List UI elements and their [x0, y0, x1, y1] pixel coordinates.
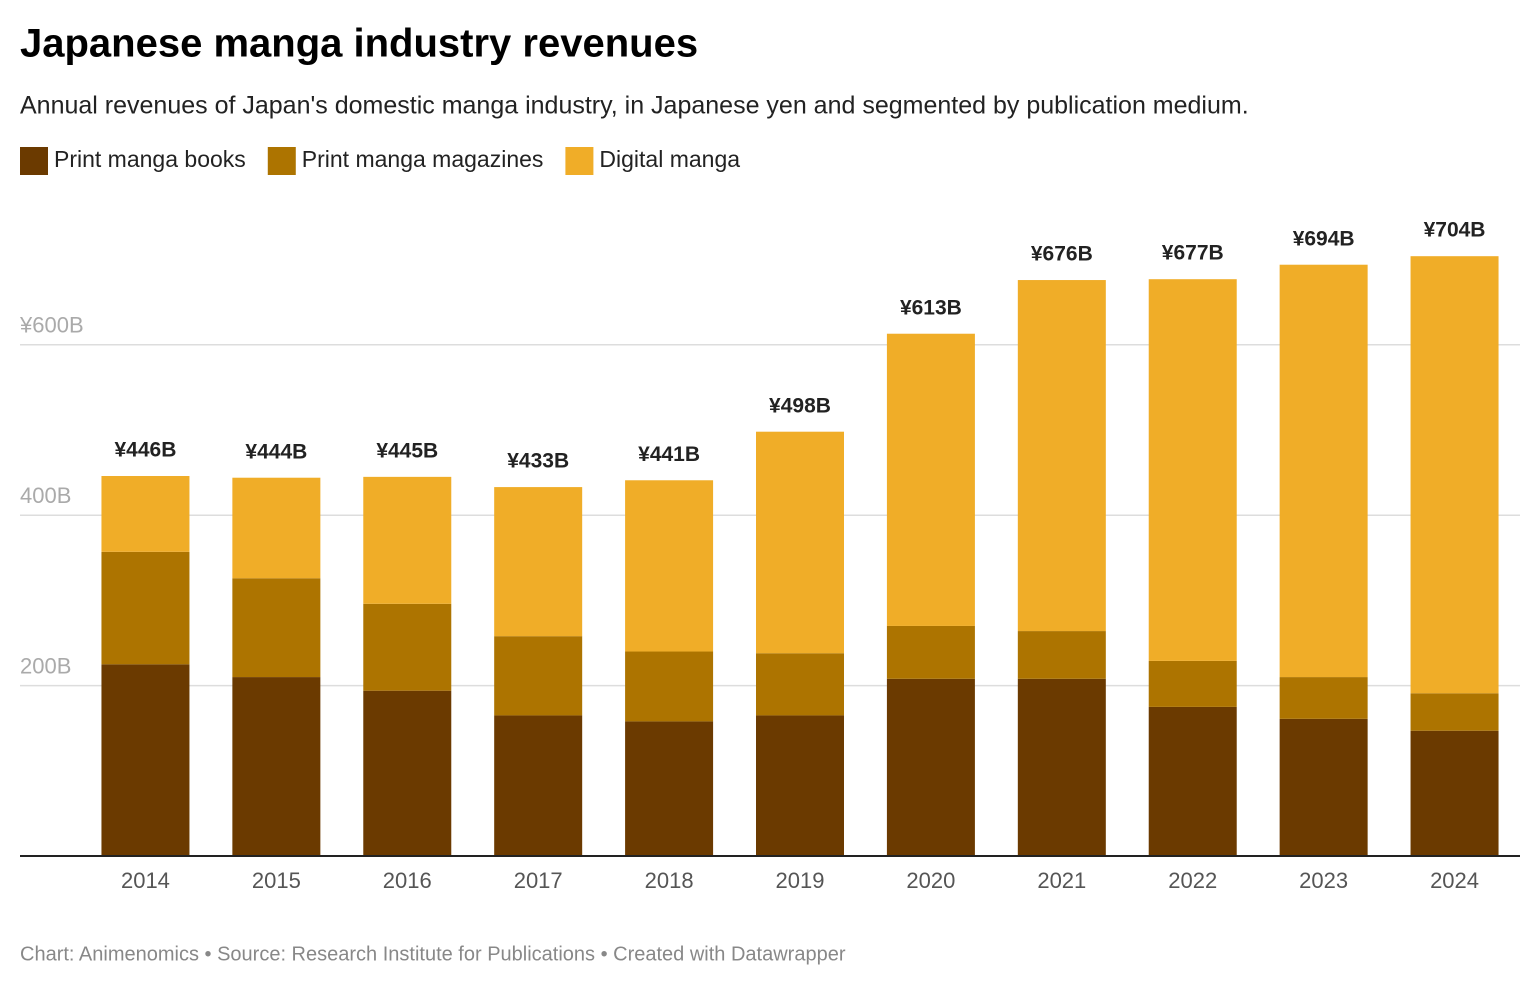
bar-segment [756, 715, 844, 856]
bar-segment [1017, 280, 1106, 632]
bar-segment [101, 476, 190, 552]
y-tick-label: 400B [20, 483, 71, 508]
bar-segment [1279, 264, 1368, 678]
legend-swatch [565, 147, 594, 175]
legend-swatch [267, 147, 296, 175]
bar-segment [232, 578, 321, 678]
legend-label: Print manga books [54, 146, 246, 172]
bar-segment [886, 678, 975, 856]
bar-segment [363, 603, 452, 691]
x-tick-label: 2014 [121, 868, 170, 893]
x-tick-label: 2017 [514, 868, 563, 893]
legend-swatch [20, 147, 48, 175]
bar-segment [232, 677, 321, 856]
bar-segment [363, 476, 452, 604]
y-tick-label: ¥600B [19, 313, 84, 338]
bar-segment [625, 651, 714, 722]
bar-segment [363, 690, 452, 856]
bar-segment [1148, 706, 1237, 856]
bar-segment [625, 480, 714, 652]
bar-segment [494, 636, 583, 716]
total-label: ¥704B [1424, 219, 1486, 242]
x-tick-label: 2022 [1168, 868, 1217, 893]
total-label: ¥498B [769, 394, 831, 417]
bar-segment [1410, 730, 1499, 856]
bar-segment [1279, 677, 1368, 719]
bar-segment [1017, 678, 1106, 856]
chart-subtitle: Annual revenues of Japan's domestic mang… [20, 92, 1249, 120]
total-label: ¥446B [115, 439, 177, 462]
bar-segment [886, 625, 975, 679]
y-tick-label: 200B [20, 653, 71, 678]
bar-segment [1148, 279, 1237, 661]
legend-label: Digital manga [599, 146, 740, 172]
total-label: ¥677B [1162, 242, 1224, 265]
bar-segment [232, 477, 321, 579]
bar-segment [1017, 631, 1106, 679]
total-label: ¥445B [376, 439, 438, 462]
bar-segment [886, 333, 975, 626]
x-tick-label: 2018 [645, 868, 694, 893]
bar-segment [1279, 718, 1368, 856]
bar-segment [625, 721, 714, 856]
bar-segment [1148, 660, 1237, 707]
total-label: ¥613B [900, 296, 962, 319]
total-label: ¥441B [638, 443, 700, 466]
total-label: ¥444B [245, 440, 307, 463]
bar-segment [756, 653, 844, 716]
bar-segment [101, 664, 190, 856]
bar-segment [494, 487, 583, 637]
legend-label: Print manga magazines [302, 146, 544, 172]
x-tick-label: 2020 [906, 868, 955, 893]
total-label: ¥694B [1293, 227, 1355, 250]
x-tick-label: 2024 [1430, 868, 1479, 893]
x-tick-label: 2023 [1299, 868, 1348, 893]
x-tick-label: 2019 [776, 868, 825, 893]
x-tick-label: 2015 [252, 868, 301, 893]
total-label: ¥676B [1031, 243, 1093, 266]
x-tick-label: 2016 [383, 868, 432, 893]
footer: Chart: Animenomics • Source: Research In… [20, 943, 846, 965]
total-label: ¥433B [507, 450, 569, 473]
bar-segment [1410, 693, 1499, 731]
x-tick-label: 2021 [1037, 868, 1086, 893]
bar-segment [1410, 256, 1499, 694]
chart-title: Japanese manga industry revenues [20, 22, 698, 66]
bar-segment [756, 431, 844, 654]
bar-segment [101, 551, 190, 665]
bar-segment [494, 715, 583, 856]
